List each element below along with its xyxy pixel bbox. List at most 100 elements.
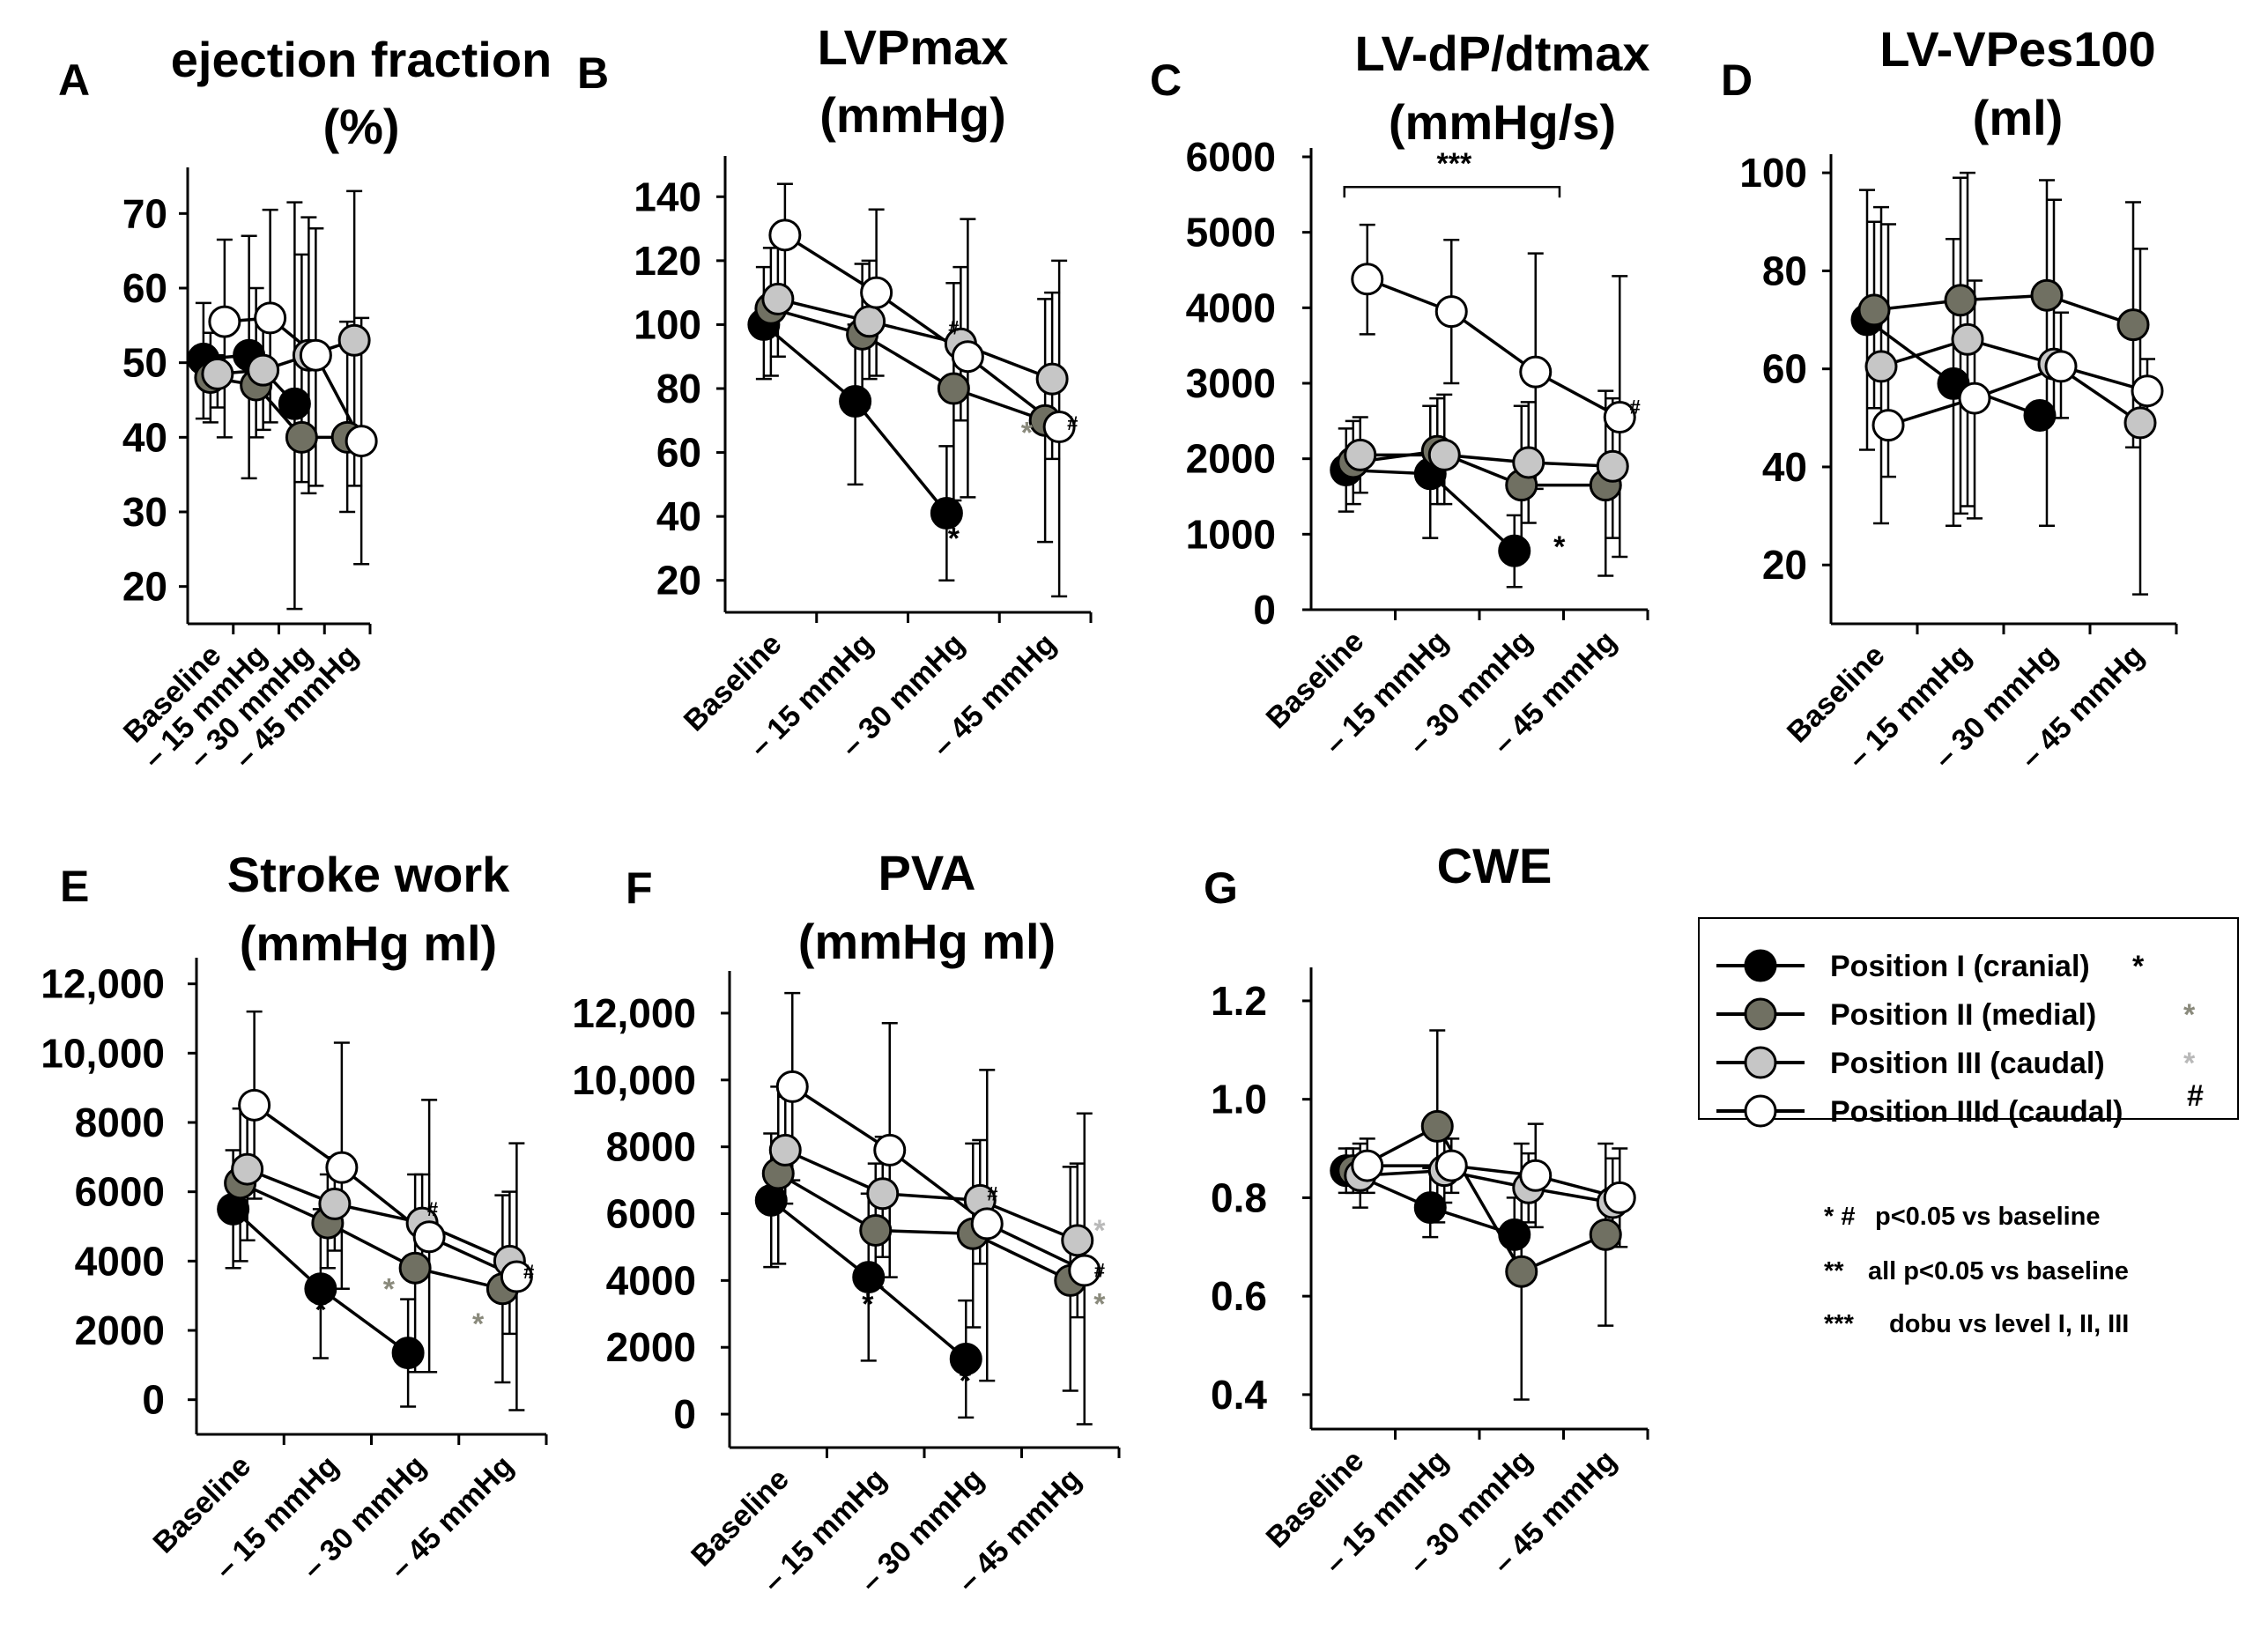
series-line bbox=[1873, 293, 2134, 327]
panel-title: (mmHg) bbox=[819, 87, 1006, 143]
data-point bbox=[1498, 1218, 1531, 1251]
data-point bbox=[1958, 381, 1991, 415]
y-tick-label: 20 bbox=[656, 558, 701, 604]
legend-entry: Position IIId (caudal) # bbox=[1716, 1079, 2204, 1129]
y-tick-label: 0.8 bbox=[1211, 1174, 1267, 1220]
note-text: dobu vs level I, II, III bbox=[1889, 1310, 2129, 1338]
y-tick-label: 140 bbox=[634, 174, 701, 219]
y-tick-label: 4000 bbox=[1186, 285, 1276, 330]
panel-b: B LVPmax(mmHg)14012010080604020Baseline– … bbox=[577, 19, 1093, 764]
series-line bbox=[1367, 1164, 1620, 1200]
data-point bbox=[2023, 399, 2057, 433]
series-line bbox=[1352, 1124, 1606, 1274]
significance-marker: * bbox=[1021, 417, 1034, 450]
data-point bbox=[1857, 293, 1891, 327]
significance-marker: # bbox=[1094, 1260, 1105, 1282]
data-point bbox=[299, 338, 332, 372]
data-point bbox=[201, 357, 234, 390]
legend-symbol-position-i: * bbox=[2132, 950, 2145, 983]
y-tick-label: 10,000 bbox=[572, 1057, 696, 1103]
panel-c: C LV-dP/dtmax (mmHg/s) 6000 5000 4000 3000 2000… bbox=[1150, 26, 1650, 761]
data-point bbox=[238, 1088, 271, 1122]
panel-title: LV-dP/dtmax bbox=[1354, 26, 1649, 81]
data-point bbox=[873, 1133, 907, 1167]
note-text: all p<0.05 vs baseline bbox=[1868, 1257, 2129, 1285]
series-line bbox=[224, 316, 363, 442]
y-tick-label: 20 bbox=[1762, 542, 1807, 588]
panel-e: E Stroke work (mmHg ml) 12,000 10,000 8000 600… bbox=[41, 847, 548, 1586]
series-line bbox=[1353, 449, 1606, 487]
data-point bbox=[247, 353, 280, 387]
y-tick-label: 60 bbox=[656, 430, 701, 476]
data-point bbox=[231, 1152, 264, 1186]
data-point bbox=[325, 1151, 359, 1184]
series-line bbox=[246, 1167, 511, 1263]
series-line bbox=[239, 1181, 503, 1291]
data-point bbox=[860, 276, 893, 309]
data-point bbox=[1951, 322, 1984, 356]
panel-title: Stroke work bbox=[227, 847, 510, 902]
data-point bbox=[2123, 406, 2157, 440]
legend-label-position-i: Position I (cranial) bbox=[1830, 950, 2090, 983]
panel-letter: F bbox=[626, 863, 653, 913]
data-point bbox=[254, 301, 287, 335]
data-point bbox=[1344, 438, 1377, 471]
significance-marker: # bbox=[1630, 396, 1641, 418]
legend-symbol-position-ii: * bbox=[2183, 998, 2196, 1032]
panel-title: (mmHg/s) bbox=[1389, 94, 1616, 150]
data-point bbox=[1603, 401, 1636, 434]
y-tick-label: 4000 bbox=[75, 1238, 165, 1284]
data-point bbox=[951, 340, 984, 374]
note-marker: * # bbox=[1824, 1203, 1855, 1231]
data-point bbox=[398, 1251, 432, 1285]
y-tick-label: 6000 bbox=[606, 1191, 696, 1237]
panel-title: ejection fraction bbox=[171, 32, 552, 87]
series-line bbox=[253, 1103, 518, 1278]
significance-marker: * bbox=[403, 1342, 415, 1375]
y-tick-label: 100 bbox=[1739, 150, 1807, 196]
data-point bbox=[2044, 350, 2078, 383]
y-tick-label: 0 bbox=[142, 1377, 165, 1423]
y-tick-label: 1000 bbox=[1186, 511, 1276, 557]
data-point bbox=[761, 282, 795, 315]
legend-frame bbox=[1698, 917, 2239, 1120]
panel-title: (mmHg ml) bbox=[240, 915, 497, 971]
y-tick-label: 8000 bbox=[75, 1100, 165, 1145]
y-tick-label: 60 bbox=[122, 265, 167, 311]
y-tick-label: 8000 bbox=[606, 1124, 696, 1170]
note-marker: *** bbox=[1824, 1310, 1855, 1338]
significance-marker: * bbox=[862, 1287, 874, 1321]
panel-title: CWE bbox=[1437, 838, 1553, 893]
data-point bbox=[1351, 1149, 1384, 1182]
data-point bbox=[859, 1213, 893, 1247]
data-point bbox=[285, 420, 318, 454]
data-point bbox=[2116, 308, 2150, 342]
data-point bbox=[754, 1183, 788, 1217]
data-point bbox=[1413, 1191, 1447, 1225]
y-tick-label: 50 bbox=[122, 340, 167, 386]
panel-letter: D bbox=[1721, 56, 1753, 105]
panel-title: (%) bbox=[322, 99, 399, 154]
data-point bbox=[1519, 355, 1553, 389]
significance-marker: * bbox=[1553, 530, 1566, 564]
data-point bbox=[930, 497, 963, 530]
y-tick-label: 12,000 bbox=[572, 990, 696, 1036]
y-tick-label: 30 bbox=[122, 489, 167, 535]
data-point bbox=[949, 1342, 982, 1375]
significance-notes: * # p<0.05 vs baseline ** all p<0.05 vs … bbox=[1824, 1203, 2129, 1338]
legend-marker-position-iii bbox=[1744, 1046, 1777, 1079]
panel-letter: E bbox=[60, 862, 89, 911]
series-line bbox=[777, 297, 1053, 381]
significance-marker: * bbox=[383, 1273, 396, 1307]
series-line bbox=[1360, 1168, 1613, 1204]
y-tick-label: 40 bbox=[122, 414, 167, 460]
significance-marker: # bbox=[523, 1261, 534, 1283]
series-line bbox=[1367, 278, 1621, 419]
data-point bbox=[1864, 350, 1898, 383]
significance-marker: # bbox=[427, 1198, 438, 1220]
data-point bbox=[304, 1272, 337, 1306]
data-point bbox=[1505, 1255, 1538, 1288]
data-point bbox=[2131, 374, 2164, 408]
